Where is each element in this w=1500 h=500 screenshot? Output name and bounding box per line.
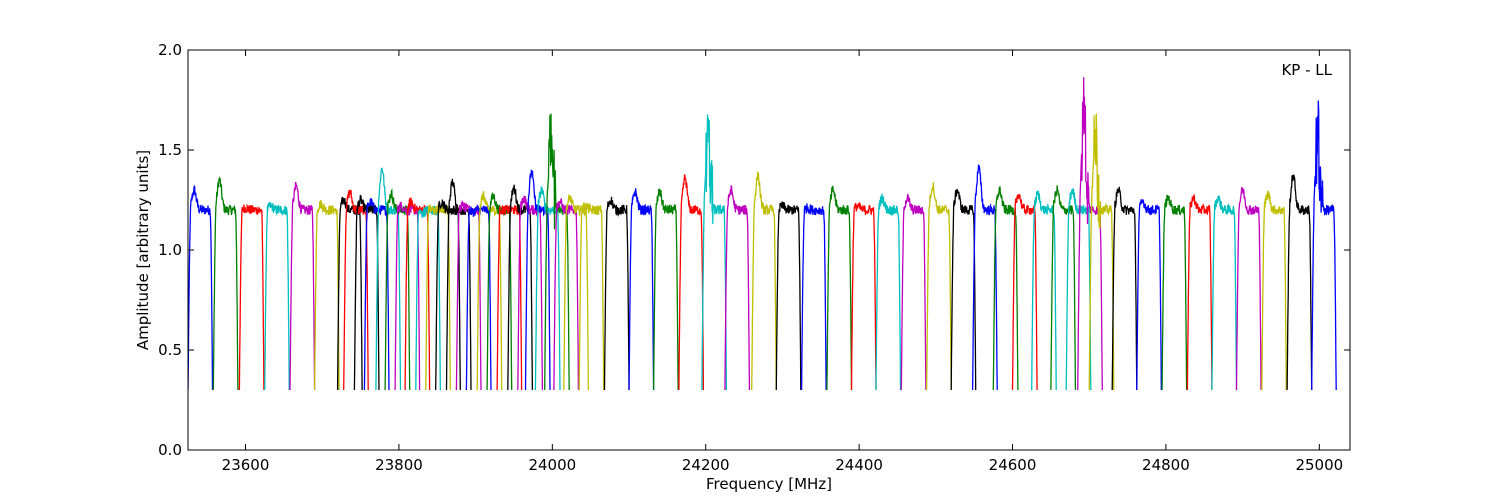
series-line — [751, 171, 777, 391]
series-line — [1111, 186, 1138, 391]
ticks-layer: 23600 23800 24000 24200 24400 24600 24800 25000… — [158, 41, 1350, 474]
series-line — [289, 181, 316, 391]
x-tick-label: 25000 — [1295, 456, 1343, 474]
series-line — [313, 199, 340, 391]
series-line — [578, 202, 605, 391]
series-line — [850, 202, 877, 391]
x-tick-label: 24600 — [989, 456, 1037, 474]
series-line — [628, 188, 655, 391]
series-line — [1235, 187, 1262, 391]
series-line — [800, 203, 827, 391]
series-line — [563, 194, 590, 391]
series-line — [1031, 190, 1057, 391]
series-line — [1050, 185, 1077, 391]
chart-annotation: KP - LL — [1281, 61, 1332, 79]
y-tick-label: 1.0 — [158, 241, 182, 259]
series-line — [950, 188, 977, 391]
x-tick-label: 23800 — [375, 456, 423, 474]
series-line — [465, 204, 492, 391]
series-line — [652, 188, 679, 391]
plot-area — [188, 50, 1350, 450]
series-line — [1211, 195, 1238, 391]
y-axis-label: Amplitude [arbitrary units] — [134, 150, 152, 350]
series-layer — [188, 77, 1337, 391]
series-line — [1011, 193, 1038, 391]
x-tick-label: 24800 — [1142, 456, 1190, 474]
series-line — [363, 197, 390, 391]
series-line — [678, 174, 705, 391]
series-line — [1186, 194, 1213, 391]
series-line — [925, 182, 952, 391]
series-line — [971, 164, 998, 391]
series-line — [212, 176, 239, 391]
series-line — [775, 201, 802, 391]
series-line — [534, 186, 561, 391]
y-tick-label: 0.5 — [158, 341, 182, 359]
series-line — [1136, 198, 1162, 391]
series-line — [264, 202, 290, 391]
series-line — [1065, 188, 1092, 391]
series-line — [603, 196, 630, 391]
series-line — [875, 193, 902, 391]
series-line — [826, 185, 853, 391]
series-line — [1286, 174, 1313, 391]
series-line — [724, 185, 751, 391]
series-line — [701, 114, 728, 391]
x-tick-label: 23600 — [222, 456, 270, 474]
series-line — [1088, 113, 1115, 391]
x-axis-label: Frequency [MHz] — [706, 475, 832, 493]
series-line — [1261, 190, 1287, 391]
series-line — [992, 186, 1019, 391]
x-tick-label: 24200 — [682, 456, 730, 474]
series-line — [1161, 194, 1188, 391]
series-line — [238, 203, 265, 391]
y-tick-label: 0.0 — [158, 441, 182, 459]
series-line — [188, 184, 214, 391]
y-tick-label: 2.0 — [158, 41, 182, 59]
series-line — [900, 193, 927, 391]
series-line — [1311, 100, 1337, 391]
x-tick-label: 24000 — [528, 456, 576, 474]
y-tick-label: 1.5 — [158, 141, 182, 159]
x-tick-label: 24400 — [835, 456, 883, 474]
